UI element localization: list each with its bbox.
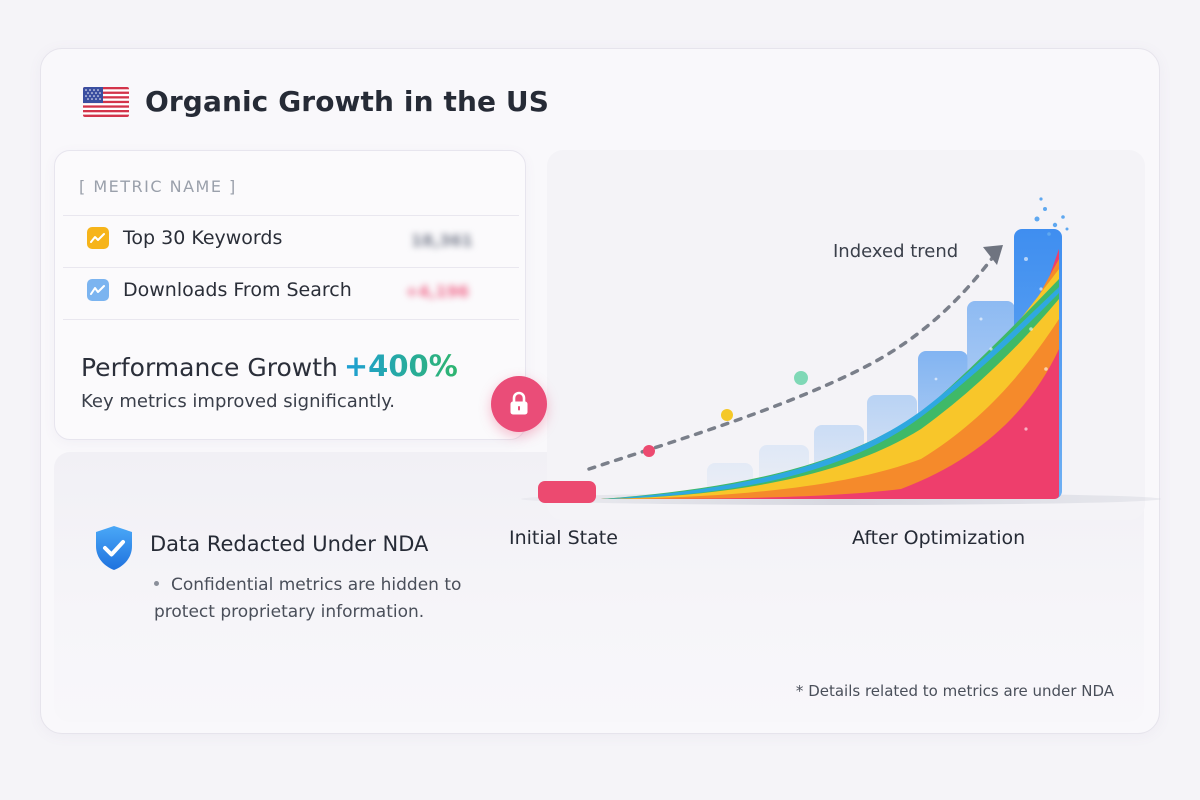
wave-green — [601, 279, 1059, 499]
nda-bullet: Confidential metrics are hidden to prote… — [154, 572, 494, 626]
performance-value: +400% — [343, 349, 458, 383]
trend-up-icon — [87, 227, 109, 249]
performance-growth: Performance Growth +400% — [81, 349, 458, 383]
performance-label: Performance Growth — [81, 353, 338, 382]
trend-dashed-line — [587, 255, 995, 471]
nda-bullet-text: Confidential metrics are hidden to prote… — [154, 575, 462, 622]
page-title: Organic Growth in the US — [145, 85, 550, 118]
metric-column-header: [ METRIC NAME ] — [79, 177, 237, 196]
metrics-panel: [ METRIC NAME ] Top 30 Keywords 18,361 D… — [54, 150, 526, 440]
bullet-dot — [154, 580, 159, 586]
metric-row-keywords: Top 30 Keywords — [87, 227, 282, 249]
initial-bar — [538, 481, 596, 503]
header: Organic Growth in the US — [83, 85, 549, 118]
trend-arrow-icon — [983, 245, 1003, 265]
wave-yellow — [601, 269, 1059, 499]
redacted-value: +4,196 — [405, 282, 470, 301]
metric-label: Downloads From Search — [123, 279, 352, 301]
sparkle-dots — [1034, 197, 1069, 236]
metric-row-downloads: Downloads From Search — [87, 279, 352, 301]
divider — [63, 319, 519, 320]
trend-dot-pink — [643, 445, 655, 457]
metric-label: Top 30 Keywords — [123, 227, 283, 249]
divider — [63, 267, 519, 268]
trend-label: Indexed trend — [833, 241, 959, 262]
nda-footnote: * Details related to metrics are under N… — [795, 682, 1114, 700]
download-trend-icon — [87, 279, 109, 301]
initial-state-label: Initial State — [509, 527, 618, 549]
growth-illustration — [521, 197, 1161, 505]
lock-icon — [491, 376, 547, 432]
trend-dot-teal — [794, 371, 808, 385]
divider — [63, 215, 519, 216]
nda-title: Data Redacted Under NDA — [150, 532, 429, 556]
us-flag-icon — [83, 86, 129, 117]
after-optimization-label: After Optimization — [852, 527, 1026, 549]
bar-speckles — [934, 257, 1048, 431]
trend-dot-yellow — [721, 409, 733, 421]
shield-check-icon — [92, 524, 136, 576]
redacted-value: 18,361 — [411, 231, 473, 250]
main-card: Organic Growth in the US Data Redacted U… — [40, 48, 1161, 734]
performance-subtitle: Key metrics improved significantly. — [81, 391, 396, 412]
